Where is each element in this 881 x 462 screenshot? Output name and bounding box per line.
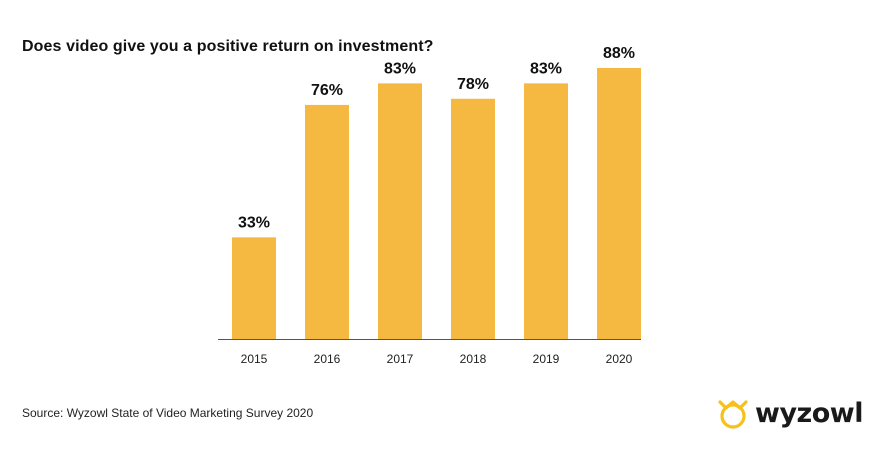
x-tick-label-2018: 2018 xyxy=(460,352,487,366)
bar-2015 xyxy=(232,237,276,339)
x-tick-label-2020: 2020 xyxy=(606,352,633,366)
data-label-2016: 76% xyxy=(311,82,343,99)
x-tick-label-2016: 2016 xyxy=(314,352,341,366)
bar-2020 xyxy=(597,67,641,340)
bar-chart: 33% 2015 76% 2016 83% 2017 78% 2018 83% 2019 88% 20… xyxy=(218,45,641,366)
x-tick-label-2015: 2015 xyxy=(241,352,268,366)
bar-2016 xyxy=(305,104,349,339)
source-note: Source: Wyzowl State of Video Marketing … xyxy=(22,406,314,420)
bar-2019 xyxy=(524,83,568,339)
x-tick-label-2017: 2017 xyxy=(387,352,414,366)
data-label-2017: 83% xyxy=(384,60,416,77)
bar-2018 xyxy=(451,98,495,339)
data-label-2018: 78% xyxy=(457,76,489,93)
data-label-2020: 88% xyxy=(603,45,635,62)
x-tick-label-2019: 2019 xyxy=(533,352,560,366)
brand-name: wyzowl xyxy=(755,397,864,429)
data-label-2015: 33% xyxy=(238,214,270,231)
bar-2017 xyxy=(378,83,422,339)
brand-logo: wyzowl xyxy=(716,396,864,430)
data-label-2019: 83% xyxy=(530,60,562,77)
owl-logo-icon xyxy=(718,400,748,429)
chart-title: Does video give you a positive return on… xyxy=(22,38,434,55)
